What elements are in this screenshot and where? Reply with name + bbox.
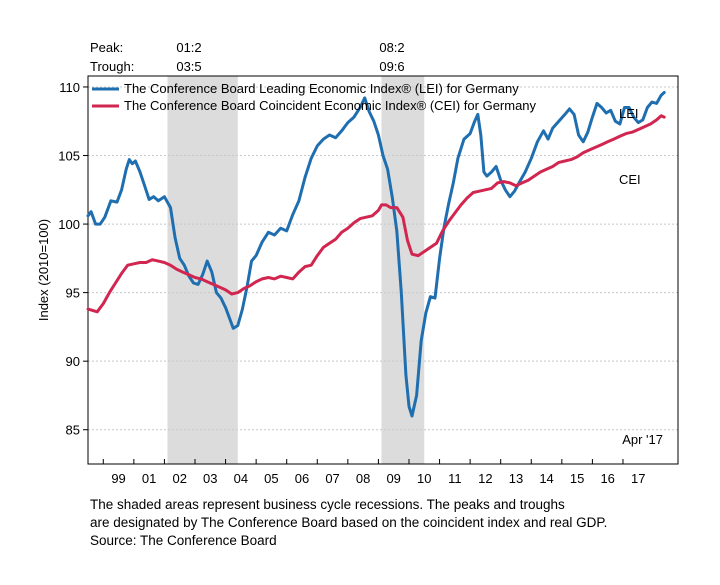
- x-tick-label: 09: [386, 471, 400, 486]
- x-axis: 99 01 02 03 04 05 06 07 08 09 10 11 12 13 14 15 16 17: [102, 459, 645, 486]
- recession-2-trough: 09:6: [379, 59, 404, 74]
- trough-label: Trough:: [90, 59, 134, 74]
- legend-text-cei: The Conference Board Coincident Economic…: [124, 98, 537, 113]
- plot-frame: [87, 75, 679, 465]
- x-tick-label: 03: [203, 471, 217, 486]
- series-label-lei: LEI: [619, 106, 639, 121]
- x-tick-label: 05: [264, 471, 278, 486]
- peak-label: Peak:: [90, 40, 123, 55]
- y-tick-label: 95: [66, 286, 80, 301]
- legend-text-lei: The Conference Board Leading Economic In…: [124, 81, 519, 96]
- x-tick-label: 04: [234, 471, 248, 486]
- recession-shading: [167, 76, 425, 464]
- legend: The Conference Board Leading Economic In…: [92, 81, 537, 113]
- y-tick-label: 85: [66, 423, 80, 438]
- y-axis-label: Index (2010=100): [36, 219, 51, 321]
- series-line-cei: [86, 114, 666, 314]
- series-line-lei: [86, 91, 666, 418]
- y-tick-label: 105: [58, 149, 80, 164]
- x-tick-label: 01: [142, 471, 156, 486]
- recession-2-peak: 08:2: [379, 40, 404, 55]
- footnote-line-2: are designated by The Conference Board b…: [90, 515, 608, 530]
- x-tick-label: 12: [478, 471, 492, 486]
- x-tick-label: 11: [448, 471, 462, 486]
- series-label-cei: CEI: [619, 172, 641, 187]
- recession-1-peak: 01:2: [176, 40, 201, 55]
- x-tick-label: 16: [600, 471, 614, 486]
- recession-header: Peak: Trough: 01:2 03:5 08:2 09:6: [90, 40, 405, 74]
- x-tick-label: 13: [509, 471, 523, 486]
- y-tick-label: 100: [58, 217, 80, 232]
- footnote: The shaded areas represent business cycl…: [90, 496, 690, 550]
- series-lines: [86, 91, 666, 418]
- y-tick-label: 90: [66, 354, 80, 369]
- x-tick-label: 14: [539, 471, 553, 486]
- x-tick-label: 08: [356, 471, 370, 486]
- recession-1-trough: 03:5: [176, 59, 201, 74]
- date-annotation: Apr '17: [622, 432, 663, 447]
- y-axis: 85 90 95 100 105 110: [58, 80, 88, 438]
- x-tick-label: 15: [570, 471, 584, 486]
- x-tick-label: 06: [295, 471, 309, 486]
- source-note: Source: The Conference Board: [90, 533, 277, 548]
- x-tick-label: 99: [111, 471, 125, 486]
- y-tick-label: 110: [59, 80, 80, 95]
- x-tick-label: 17: [631, 471, 645, 486]
- footnote-line-1: The shaded areas represent business cycl…: [90, 497, 565, 512]
- x-tick-label: 07: [325, 471, 339, 486]
- x-tick-label: 10: [417, 471, 431, 486]
- recession-band-2: [381, 76, 425, 464]
- x-tick-label: 02: [172, 471, 186, 486]
